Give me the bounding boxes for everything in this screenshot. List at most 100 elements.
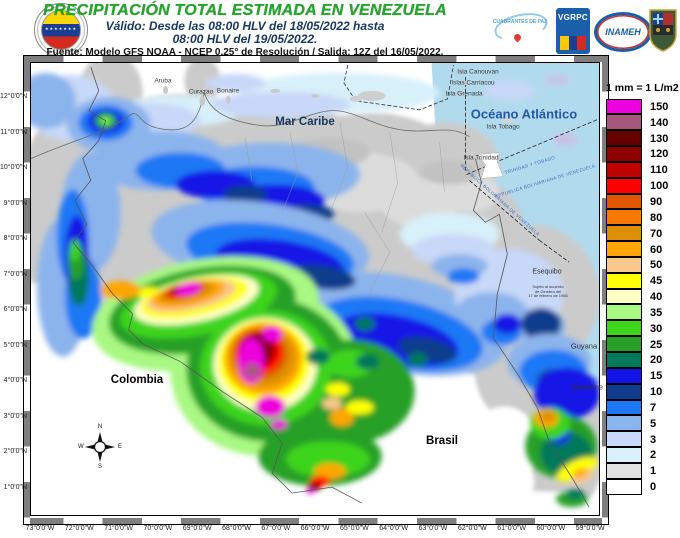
lon-tick-label: 69°0'0"W bbox=[182, 525, 212, 532]
legend-row: 30 bbox=[606, 320, 680, 337]
legend-row: 1 bbox=[606, 462, 680, 479]
legend-swatch bbox=[606, 383, 642, 400]
legend-swatch bbox=[606, 462, 642, 479]
lon-tick-label: 65°0'0"W bbox=[339, 525, 369, 532]
legend-value: 50 bbox=[650, 259, 663, 272]
legend-swatch bbox=[606, 288, 642, 305]
lon-tick-label: 70°0'0"W bbox=[143, 525, 173, 532]
lat-tick-label: 4°0'0"N bbox=[3, 377, 27, 384]
legend-value: 140 bbox=[650, 116, 669, 129]
legend-swatch bbox=[606, 478, 642, 495]
lon-tick-label: 71°0'0"W bbox=[104, 525, 133, 532]
precipitation-field bbox=[31, 72, 599, 508]
legend-value: 3 bbox=[650, 433, 657, 446]
legend-row: 50 bbox=[606, 256, 680, 273]
legend-value: 1 bbox=[650, 465, 657, 478]
lon-tick-label: 63°0'0"W bbox=[418, 525, 448, 532]
country-borders bbox=[31, 64, 598, 508]
legend-row: 25 bbox=[606, 336, 680, 353]
lat-tick-label: 1°0'0"N bbox=[3, 483, 27, 491]
compass-east-label: E bbox=[117, 444, 122, 450]
legend-row: 0 bbox=[606, 478, 680, 495]
lat-tick-label: 10°0'0"N bbox=[0, 164, 28, 171]
legend-swatch bbox=[606, 272, 642, 289]
legend-swatch bbox=[606, 447, 642, 463]
lon-tick-label: 59°0'0"W bbox=[575, 525, 605, 532]
venezuela-flag-icon: ★★★★★★★ bbox=[41, 10, 81, 50]
graticule-border-right bbox=[602, 56, 608, 524]
lon-tick-label: 72°0'0"W bbox=[64, 525, 94, 532]
legend-row: 3 bbox=[606, 431, 680, 448]
legend-row: 130 bbox=[606, 130, 680, 147]
legend-swatch bbox=[606, 241, 642, 257]
legend-swatch bbox=[606, 98, 642, 115]
legend-row: 120 bbox=[606, 146, 680, 163]
legend-row: 70 bbox=[606, 225, 680, 242]
lat-tick-label: 5°0'0"N bbox=[3, 341, 27, 349]
legend-value: 35 bbox=[650, 306, 663, 319]
compass-rose: N S W E bbox=[78, 424, 122, 470]
swoosh-icon bbox=[491, 8, 551, 46]
vgrpc-logo: VGRPC bbox=[556, 8, 590, 54]
cuadrantes-de-paz-logo: CUADRANTES DE PAZ bbox=[491, 8, 551, 50]
legend-swatch bbox=[606, 336, 642, 352]
lon-tick-label: 68°0'0"W bbox=[222, 525, 251, 532]
compass-west-label: W bbox=[78, 444, 84, 450]
legend-swatch bbox=[606, 177, 642, 194]
legend-value: 10 bbox=[650, 386, 663, 399]
legend-value: 7 bbox=[650, 401, 657, 414]
graticule-border-left bbox=[24, 56, 30, 524]
legend-value: 150 bbox=[650, 100, 669, 113]
legend-value: 100 bbox=[650, 180, 669, 193]
legend-value: 130 bbox=[650, 132, 669, 145]
legend-row: 2 bbox=[606, 447, 680, 464]
legend-swatch bbox=[606, 161, 642, 178]
legend-value: 30 bbox=[650, 322, 663, 335]
legend-swatch bbox=[606, 367, 642, 384]
source-line: Fuente: Modelo GFS NOAA - NCEP 0,25° de … bbox=[46, 47, 444, 58]
legend-swatch bbox=[606, 130, 642, 147]
legend-scale: 150 140 130 120 110 100 90 80 70 60 50 45 40 35 30 25 20… bbox=[606, 98, 680, 495]
legend-value: 45 bbox=[650, 275, 663, 288]
legend-row: 100 bbox=[606, 177, 680, 194]
legend-value: 120 bbox=[650, 148, 669, 161]
legend-value: 90 bbox=[650, 195, 663, 208]
legend-value: 0 bbox=[650, 481, 657, 494]
legend-swatch bbox=[606, 399, 642, 416]
lat-tick-label: 9°0'0"N bbox=[3, 199, 27, 207]
legend-row: 35 bbox=[606, 304, 680, 321]
legend-swatch bbox=[606, 352, 642, 368]
legend-value: 15 bbox=[650, 370, 663, 383]
legend-value: 70 bbox=[650, 227, 663, 240]
legend-swatch bbox=[606, 146, 642, 162]
legend-row: 150 bbox=[606, 98, 680, 115]
lon-tick-label: 60°0'0"W bbox=[536, 525, 566, 532]
lon-tick-label: 62°0'0"W bbox=[457, 525, 487, 532]
lat-tick-label: 2°0'0"N bbox=[3, 448, 27, 455]
graticule-border-top bbox=[24, 56, 608, 62]
legend-row: 10 bbox=[606, 383, 680, 400]
legend-row: 20 bbox=[606, 352, 680, 369]
map-canvas bbox=[30, 62, 600, 516]
legend-row: 140 bbox=[606, 114, 680, 131]
inameh-label: INAMEH bbox=[605, 27, 641, 37]
page-title: PRECIPITACIÓN TOTAL ESTIMADA EN VENEZUEL… bbox=[43, 2, 447, 19]
graticule-border-bottom bbox=[24, 518, 608, 524]
legend-value: 40 bbox=[650, 291, 663, 304]
legend-swatch bbox=[606, 209, 642, 226]
legend-value: 25 bbox=[650, 338, 663, 351]
legend-value: 80 bbox=[650, 211, 663, 224]
compass-north-label: N bbox=[97, 424, 103, 430]
legend-swatch bbox=[606, 320, 642, 337]
vgrpc-label: VGRPC bbox=[558, 13, 588, 22]
inameh-logo: INAMEH bbox=[594, 12, 652, 52]
legend-row: 7 bbox=[606, 399, 680, 416]
valid-line-1: Válido: Desde las 08:00 HLV del 18/05/20… bbox=[105, 19, 385, 33]
legend-value: 60 bbox=[650, 243, 663, 256]
legend-swatch bbox=[606, 256, 642, 273]
islands bbox=[163, 70, 516, 179]
compass-star-icon bbox=[85, 432, 115, 462]
legend-row: 90 bbox=[606, 193, 680, 210]
legend-swatch bbox=[606, 225, 642, 242]
cuadrantes-label: CUADRANTES DE PAZ bbox=[492, 19, 548, 25]
